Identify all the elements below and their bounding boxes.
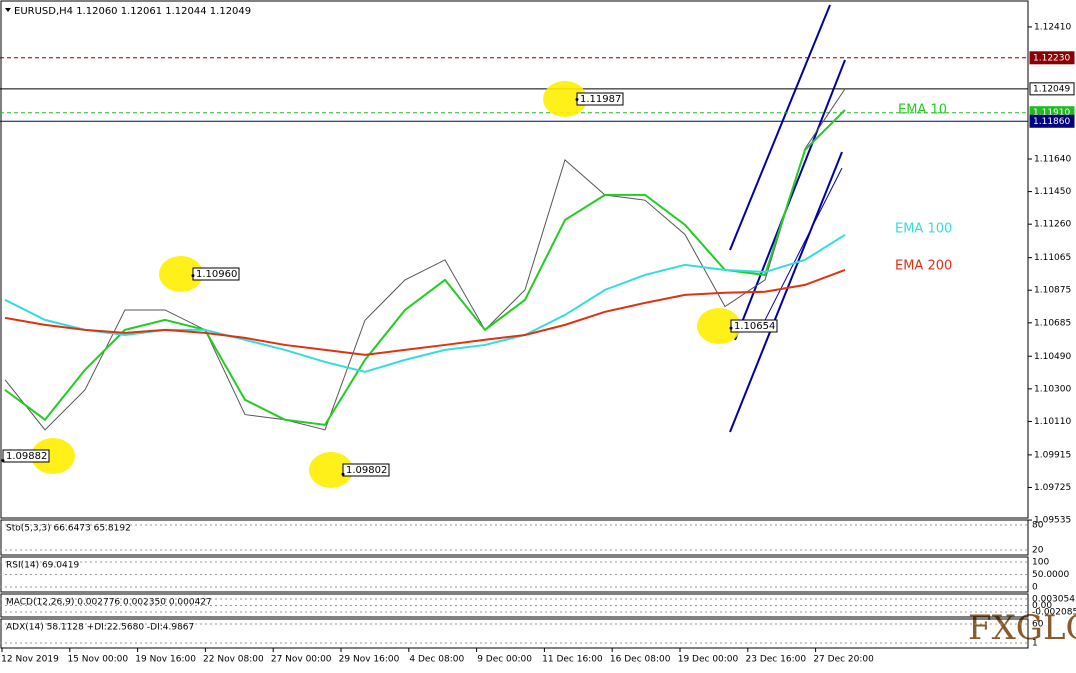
indicator-scale: 60: [1032, 620, 1044, 630]
y-tick-label: 1.11450: [1034, 187, 1071, 197]
channel: [729, 4, 846, 433]
x-tick-label: 27 Nov 00:00: [271, 655, 332, 665]
indicator-label: ADX(14) 58.1128 +DI:22.5680 -DI:4.9867: [6, 623, 194, 633]
indicator-scale: 100: [1032, 558, 1049, 568]
x-tick-label: 22 Nov 08:00: [203, 655, 264, 665]
ema-line: [4, 109, 846, 426]
y-tick-label: 1.09535: [1034, 516, 1071, 526]
x-tick-label: 27 Dec 20:00: [813, 655, 874, 665]
indicator-scale: 80: [1032, 521, 1044, 531]
indicator-scale: -0.002085: [1032, 608, 1076, 618]
annotation: 1.09882: [6, 451, 47, 462]
x-tick-label: 11 Dec 16:00: [542, 655, 603, 665]
y-tick-label: 1.10685: [1034, 318, 1071, 328]
annotation-point: [1, 459, 5, 463]
indicator-scale: 20: [1032, 546, 1044, 556]
annotation-box: [2, 449, 50, 463]
indicator-scale: 0.003054: [1032, 595, 1075, 605]
x-tick-label: 19 Nov 16:00: [135, 655, 196, 665]
y-tick-label: 1.10490: [1034, 352, 1071, 362]
indicator-scale: 0.00: [1032, 601, 1052, 611]
annotation-box: [730, 319, 778, 333]
annotation-box: [192, 267, 240, 281]
x-tick-label: 12 Nov 2019: [1, 655, 59, 665]
y-tick-label: 1.11260: [1034, 220, 1071, 230]
close-line: [4, 88, 846, 431]
highlight: [697, 308, 741, 344]
price-box: [1029, 114, 1075, 128]
annotation-point: [729, 326, 733, 330]
annotation-point: [191, 274, 195, 278]
annotation-point: [341, 472, 345, 476]
x-tick-label: 16 Dec 08:00: [610, 655, 671, 665]
highlight: [159, 256, 203, 292]
ema-line: [4, 269, 846, 356]
indicator-scale: 0: [1032, 583, 1038, 593]
annotation: 1.10654: [734, 321, 775, 332]
price-label: 1.12230: [1033, 53, 1070, 63]
x-tick-label: 23 Dec 16:00: [746, 655, 807, 665]
indicator-label: Sto(5,3,3) 66.6473 65.8192: [6, 524, 131, 534]
highlight: [31, 438, 75, 474]
indicator-label: MACD(12,26,9) 0.002776 0.002350 0.000427: [6, 598, 212, 608]
x-tick-label: 4 Dec 08:00: [409, 655, 464, 665]
y-tick-label: 1.09725: [1034, 483, 1071, 493]
indicator-scale: 50.0000: [1032, 570, 1069, 580]
x-tick-label: 29 Nov 16:00: [339, 655, 400, 665]
menu-arrow: [5, 8, 11, 12]
indicator-panel: [0, 519, 1029, 556]
y-tick-label: 1.10110: [1034, 417, 1071, 427]
highlight: [543, 81, 587, 117]
legend-entry: EMA 10: [898, 103, 947, 118]
indicator-panel: [0, 618, 1029, 649]
main-panel: [0, 0, 1029, 519]
x-tick-label: 9 Dec 00:00: [477, 655, 532, 665]
price-label: 1.12049: [1033, 84, 1070, 94]
y-tick-label: 1.10300: [1034, 384, 1071, 394]
x-tick-label: 15 Nov 00:00: [67, 655, 128, 665]
price-label: 1.11910: [1033, 108, 1070, 118]
y-tick-label: 1.10875: [1034, 286, 1071, 296]
price-label: 1.11860: [1033, 117, 1070, 127]
chart-title: EURUSD,H4 1.12060 1.12061 1.12044 1.1204…: [14, 6, 251, 17]
y-tick-label: 1.11065: [1034, 253, 1071, 263]
price-box: [1029, 51, 1075, 65]
annotation: 1.09802: [346, 465, 387, 476]
y-tick-label: 1.11640: [1034, 155, 1071, 165]
logo: FXGLORY: [968, 608, 1076, 648]
annotation: 1.10960: [196, 269, 237, 280]
annotation-point: [575, 97, 579, 101]
annotation-box: [342, 463, 390, 477]
ema-line: [4, 233, 846, 373]
highlight: [309, 452, 353, 488]
price-box: [1029, 82, 1075, 96]
x-tick-label: 19 Dec 00:00: [678, 655, 739, 665]
annotation: 1.11987: [580, 94, 621, 105]
y-tick-label: 1.09915: [1034, 450, 1071, 460]
y-tick-label: 1.12410: [1034, 22, 1071, 32]
indicator-scale: 1: [1032, 639, 1038, 649]
legend-entry: EMA 100: [895, 222, 952, 237]
legend-entry: EMA 200: [895, 259, 952, 274]
indicator-label: RSI(14) 69.0419: [6, 561, 79, 571]
